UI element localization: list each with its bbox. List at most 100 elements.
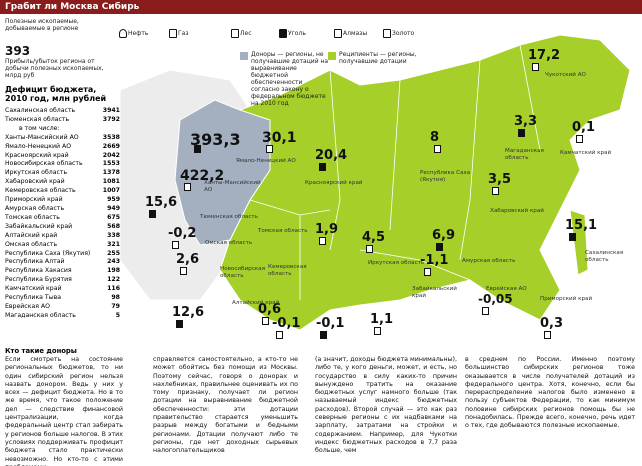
region-name: Республика Хакасия — [5, 267, 72, 275]
mineral-icon — [320, 331, 327, 339]
deficit-value: 79 — [111, 302, 120, 310]
table-row: Кемеровская область 1007 — [5, 187, 120, 196]
recipient-regions — [219, 34, 631, 331]
donor-swatch — [240, 52, 248, 60]
legend-icon — [334, 29, 342, 38]
mineral-icon — [262, 317, 269, 325]
region-value: 0,6 — [258, 302, 282, 317]
table-row: Магаданская область 5 — [5, 312, 120, 321]
mineral-icon — [184, 183, 191, 191]
mineral-icon — [180, 267, 187, 275]
legend-label: Лес — [240, 30, 252, 37]
table-row: Приморский край 959 — [5, 196, 120, 205]
region-value: 1,1 — [370, 312, 394, 327]
region-value: 4,5 — [362, 230, 386, 245]
region-value: -0,05 — [478, 292, 513, 306]
deficit-value: 321 — [107, 240, 120, 248]
region-name: Амурская область — [462, 258, 516, 264]
deficit-value: 3538 — [102, 133, 120, 141]
mineral-icon — [172, 241, 179, 249]
deficit-value: 1553 — [102, 160, 120, 168]
article-column: (а значит, доходы бюджета минимальны), л… — [315, 356, 457, 455]
region-name: Ханты-Мансийский АО — [5, 133, 79, 141]
region-name: Тюменская область — [200, 214, 258, 220]
deficit-value: 3792 — [102, 115, 120, 123]
region-value: 393,3 — [190, 130, 241, 149]
region-name: Приморский край — [540, 296, 593, 302]
legend-icon — [279, 29, 287, 38]
mineral-icon — [266, 145, 273, 153]
deficit-value: 255 — [107, 249, 120, 257]
mineral-icon — [492, 187, 499, 195]
region-value: 15,1 — [565, 218, 598, 233]
region-name: Сахалинская область — [5, 107, 76, 114]
region-name: Амурская область — [5, 204, 65, 212]
mineral-icon — [482, 307, 489, 315]
region-name: Новосибирская область — [5, 160, 83, 168]
table-row: Республика Хакасия 198 — [5, 267, 120, 276]
table-row: Республика Саха (Якутия) 255 — [5, 250, 120, 259]
mineral-icon — [544, 331, 551, 339]
article-column: Если смотреть на состояние региональных … — [5, 356, 123, 466]
profit-value: 393 — [5, 44, 31, 58]
legend-icon — [169, 29, 177, 38]
sakhalin — [569, 209, 589, 276]
table-row: Республика Бурятия 122 — [5, 276, 120, 285]
region-name: Кемеровская область — [268, 264, 307, 277]
table-row: Республика Тыва 98 — [5, 294, 120, 303]
deficit-value: 1378 — [102, 169, 120, 177]
recipient-swatch — [328, 52, 336, 60]
region-name: Кемеровская область — [5, 187, 76, 195]
table-row: Еврейская АО 79 — [5, 303, 120, 312]
deficit-value: 1081 — [102, 178, 120, 186]
region-name: Омская область — [5, 240, 58, 248]
region-name: Республика Тыва — [5, 294, 62, 302]
region-name: Чукотский АО — [545, 72, 586, 78]
region-value: 3,5 — [488, 172, 512, 187]
region-name: Республика Саха (Якутия) — [420, 170, 471, 183]
legend-icon — [119, 29, 127, 38]
region-name: Омская область — [205, 240, 253, 246]
table-row: Алтайский край 338 — [5, 232, 120, 241]
table: Сахалинская область 3941 Тюменская область… — [5, 107, 120, 321]
header-title: Грабит ли Москва Сибирь — [5, 2, 140, 12]
mineral-icon — [366, 245, 373, 253]
table-row: Ямало-Ненецкий АО 2669 — [5, 143, 120, 152]
header: Грабит ли Москва Сибирь — [0, 0, 642, 14]
region-name: Забайкальский край — [412, 286, 457, 299]
table-row: Ханты-Мансийский АО 3538 — [5, 134, 120, 143]
table-title: Дефицит бюджета, 2010 год, млн рублей — [5, 85, 107, 103]
region-name: Алтайский край — [232, 300, 280, 306]
table-row: Хабаровский край 1081 — [5, 178, 120, 187]
legend-label: Газ — [178, 30, 189, 37]
mineral-icon — [319, 163, 326, 171]
legend-label: Нефть — [128, 30, 149, 37]
legend-intro: Полезные ископаемые, добываемые в регион… — [5, 18, 79, 32]
mineral-icon — [436, 243, 443, 251]
region-value: -0,1 — [316, 316, 345, 331]
mineral-icon — [532, 63, 539, 71]
region-name: Иркутская область — [5, 169, 68, 177]
table-row: Забайкальский край 568 — [5, 223, 120, 232]
region-value: -0,2 — [168, 226, 197, 241]
donors-caption: Доноры — регионы, не получавшие дотаций … — [251, 51, 329, 107]
mineral-icon — [149, 210, 156, 218]
article-heading: Кто такие доноры — [5, 347, 77, 355]
table-row: в том числе: — [5, 125, 120, 134]
region-value: 1,9 — [315, 222, 339, 237]
mineral-icon — [319, 237, 326, 245]
region-name: Сахалинская область — [585, 250, 624, 263]
region-name: в том числе: — [19, 124, 60, 132]
mineral-icon — [576, 135, 583, 143]
region-value: 0,1 — [572, 120, 596, 135]
mineral-icon — [374, 327, 381, 335]
deficit-value: 5 — [115, 311, 120, 319]
deficit-value: 116 — [107, 285, 120, 293]
legend-label: Алмазы — [343, 30, 368, 37]
region-value: -0,1 — [272, 316, 301, 331]
region-name: Еврейская АО — [486, 286, 527, 292]
region-value: 8 — [430, 130, 440, 145]
region-name: Тюменская область — [5, 115, 70, 123]
region-name: Иркутская область — [368, 260, 425, 266]
